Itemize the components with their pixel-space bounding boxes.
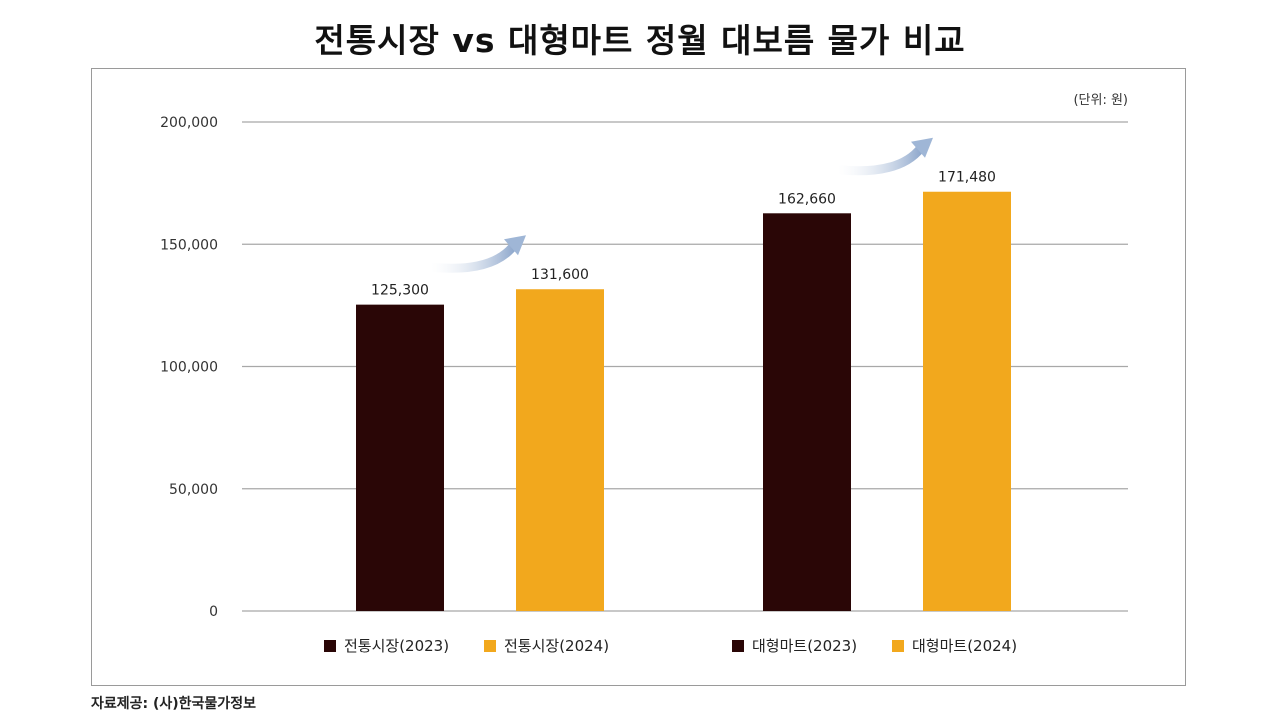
- trend-arrow: [426, 240, 519, 273]
- legend-label: 대형마트(2024): [912, 637, 1017, 655]
- legend-swatch: [324, 640, 336, 652]
- source-note: 자료제공: (사)한국물가정보: [91, 696, 256, 712]
- trend-arrow-head: [504, 235, 526, 256]
- legend-swatch: [732, 640, 744, 652]
- trend-arrow: [833, 143, 926, 176]
- data-label: 131,600: [531, 267, 589, 283]
- legend-label: 전통시장(2023): [344, 637, 449, 655]
- trend-arrow-head: [911, 137, 933, 158]
- bar: [356, 304, 444, 611]
- bar-layer: 125,300 131,600 162,660 171,480: [356, 170, 1011, 612]
- data-label: 162,660: [778, 191, 836, 207]
- y-tick-label: 150,000: [160, 237, 218, 253]
- arrow-layer: [426, 137, 933, 273]
- y-tick-label: 100,000: [160, 360, 218, 376]
- bar: [923, 191, 1011, 612]
- chart-title: 전통시장 vs 대형마트 정월 대보름 물가 비교: [314, 21, 966, 60]
- legend-layer: 전통시장(2023) 전통시장(2024) 대형마트(2023) 대형마트(2024): [324, 637, 1017, 655]
- legend-label: 대형마트(2023): [752, 637, 857, 655]
- legend-swatch: [892, 640, 904, 652]
- y-tick-label: 50,000: [169, 482, 218, 498]
- chart-frame: 0 50,000 100,000 150,000 200,000 125,300 131,…: [91, 68, 1186, 686]
- y-tick-label: 200,000: [160, 115, 218, 131]
- data-label: 125,300: [371, 283, 429, 299]
- legend-swatch: [484, 640, 496, 652]
- bar-chart: 0 50,000 100,000 150,000 200,000 125,300 131,…: [160, 93, 1128, 655]
- legend-label: 전통시장(2024): [504, 637, 609, 655]
- data-label: 171,480: [938, 170, 996, 186]
- bar: [763, 213, 851, 611]
- y-tick-label: 0: [209, 604, 218, 620]
- bar: [516, 289, 604, 611]
- unit-note: (단위: 원): [1073, 93, 1128, 108]
